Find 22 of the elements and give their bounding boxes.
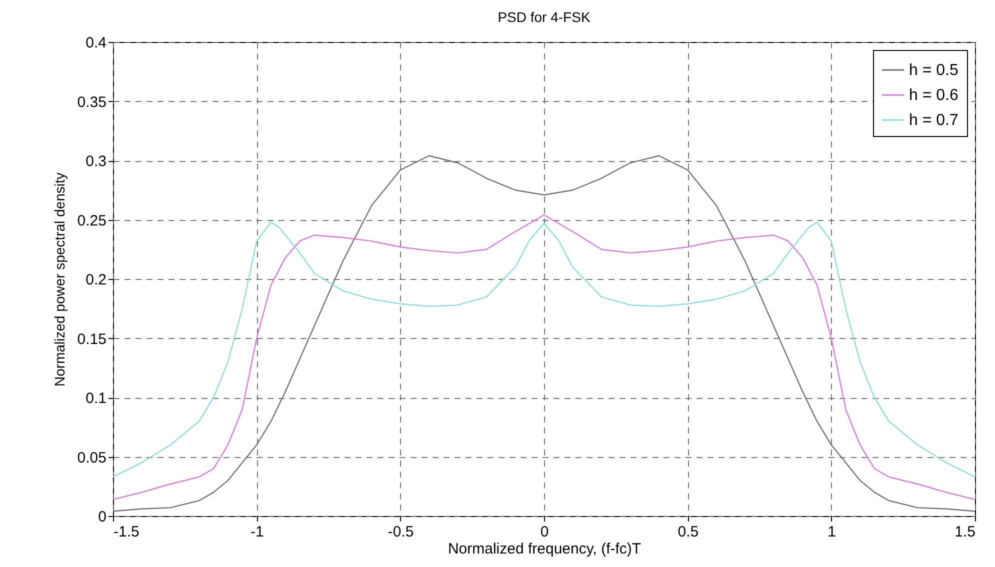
y-tick-label: 0 xyxy=(98,508,106,526)
y-tick-label: 0.2 xyxy=(86,272,106,288)
legend-label: h = 0.7 xyxy=(909,112,958,129)
y-tick-label: 0.3 xyxy=(86,153,106,170)
x-axis-title: Normalized frequency, (f-fc)T xyxy=(448,540,642,558)
x-tick-label: -1 xyxy=(250,524,264,540)
y-axis-title: Normalized power spectral density xyxy=(51,172,68,386)
x-tick-label: 1 xyxy=(828,524,836,540)
y-tick-label: 0.05 xyxy=(77,449,106,466)
y-tick-label: 0.4 xyxy=(86,34,106,52)
x-tick-label: 0.5 xyxy=(678,524,699,540)
x-tick-label: -1.5 xyxy=(114,524,140,540)
legend-label: h = 0.5 xyxy=(909,62,958,79)
x-tick-label: 1.5 xyxy=(954,524,976,540)
x-tick-label: 0 xyxy=(540,524,549,540)
x-tick-label: -0.5 xyxy=(388,524,414,540)
y-tick-label: 0.15 xyxy=(77,330,106,348)
y-tick-label: 0.25 xyxy=(77,212,106,230)
legend-label: h = 0.6 xyxy=(909,87,958,104)
chart-title: PSD for 4-FSK xyxy=(498,9,591,25)
y-tick-label: 0.35 xyxy=(77,94,106,111)
y-tick-label: 0.1 xyxy=(86,390,106,407)
